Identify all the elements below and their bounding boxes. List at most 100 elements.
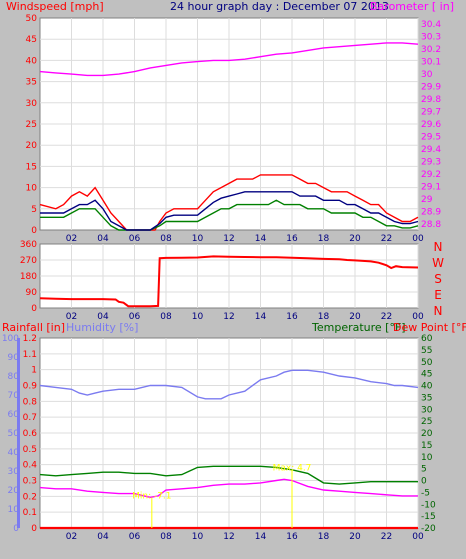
rain-left-y-tick: 0.7 [23, 413, 37, 423]
wind-left-y-tick: 50 [26, 14, 38, 24]
temp-right-y-tick: 60 [421, 334, 433, 344]
temp-right-y-tick: 50 [421, 358, 433, 368]
baro-right-y-tick: 30 [421, 70, 433, 80]
direction-series-line-0 [39, 255, 419, 308]
direction-x-tick: 20 [349, 312, 361, 322]
compass-label: S [434, 272, 442, 286]
wind-x-tick: 22 [381, 234, 392, 244]
direction-x-tick: 06 [129, 312, 141, 322]
humidity-left-y-tick: 20 [8, 486, 20, 496]
baro-right-y-tick: 29.3 [421, 157, 441, 167]
temp-right-y-tick: 10 [421, 453, 433, 463]
wind-series-line-1 [40, 199, 419, 231]
wind-x-tick: 10 [192, 234, 204, 244]
wind-left-y-tick: 0 [31, 226, 37, 236]
rain-left-y-tick: 0.2 [23, 492, 37, 502]
temp-right-y-tick: -5 [421, 488, 430, 498]
rain-left-y-tick: 0.1 [23, 508, 37, 518]
baro-right-y-tick: 30.1 [421, 58, 441, 68]
humidity-axis-label: Humidity [%] [66, 321, 138, 334]
wind-x-tick: 20 [349, 234, 361, 244]
baro-right-y-tick: 30.3 [421, 33, 441, 43]
wind-series-line-0 [39, 174, 419, 231]
direction-left-y-tick: 90 [26, 288, 38, 298]
dew-point-axis-label: Dew Point [°F] [393, 321, 466, 334]
temp-x-tick: 08 [160, 532, 172, 542]
direction-x-tick: 02 [66, 312, 77, 322]
direction-x-tick: 14 [255, 312, 267, 322]
direction-left-y-tick: 180 [20, 272, 37, 282]
wind-left-y-tick: 15 [26, 162, 37, 172]
chart-layer: 02 04 06 08 10 12 14 16 18 20 22 000510152025303540… [2, 14, 444, 542]
compass-label: N [434, 240, 443, 254]
temp-right-y-tick: 45 [421, 370, 432, 380]
wind-x-tick: 06 [129, 234, 141, 244]
wind-x-tick: 04 [97, 234, 109, 244]
wind-series-line-3 [39, 42, 419, 77]
chart-title: 24 hour graph day : December 07 2013 [170, 0, 389, 13]
rain-left-y-tick: 1 [31, 366, 37, 376]
temp-x-tick: 18 [318, 532, 330, 542]
temp-x-tick: 02 [66, 532, 77, 542]
direction-left-y-tick: 0 [31, 304, 37, 314]
temp-right-y-tick: 35 [421, 393, 432, 403]
rain-left-y-tick: 1.2 [23, 334, 37, 344]
humidity-left-y-tick: 0 [13, 524, 19, 534]
wind-x-tick: 12 [223, 234, 234, 244]
compass-label: E [434, 288, 442, 302]
temp-right-y-tick: 55 [421, 346, 432, 356]
temp-right-y-tick: 30 [421, 405, 433, 415]
direction-x-tick: 16 [286, 312, 298, 322]
temp-right-y-tick: -20 [421, 524, 436, 534]
temp-x-tick: 06 [129, 532, 141, 542]
baro-right-y-tick: 29.1 [421, 182, 441, 192]
temp-x-tick: 10 [192, 532, 204, 542]
wind-x-tick: 02 [66, 234, 77, 244]
temp-x-tick: 14 [255, 532, 267, 542]
temp-right-y-tick: 25 [421, 417, 432, 427]
wind-x-tick: 14 [255, 234, 267, 244]
humidity-left-y-tick: 50 [8, 429, 20, 439]
temp-right-y-tick: 40 [421, 382, 433, 392]
barometer-axis-label: Barometer [ in] [370, 0, 454, 13]
temp-series-line-0 [39, 369, 419, 400]
rain-left-y-tick: 0.8 [23, 397, 38, 407]
compass-label: N [434, 304, 443, 318]
temp-x-tick: 12 [223, 532, 234, 542]
humidity-axis-bar [17, 338, 20, 528]
wind-left-y-tick: 35 [26, 78, 37, 88]
rain-left-y-tick: 1.1 [23, 350, 37, 360]
rain-left-y-tick: 0.9 [23, 382, 38, 392]
direction-x-tick: 12 [223, 312, 234, 322]
temp-x-tick: 16 [286, 532, 298, 542]
baro-right-y-tick: 29.8 [421, 95, 441, 105]
temp-right-y-tick: -15 [421, 512, 436, 522]
temp-right-y-tick: 0 [421, 477, 427, 487]
baro-right-y-tick: 29.5 [421, 132, 441, 142]
wind-x-tick: 16 [286, 234, 298, 244]
baro-right-y-tick: 28.8 [421, 220, 441, 230]
humidity-left-y-tick: 100 [2, 334, 19, 344]
temp-right-y-tick: 20 [421, 429, 433, 439]
temperature-axis-label: Temperature [°F] [311, 321, 406, 334]
rain-left-y-tick: 0.4 [23, 461, 38, 471]
humidity-left-y-tick: 60 [8, 410, 20, 420]
baro-right-y-tick: 29.4 [421, 145, 441, 155]
direction-x-tick: 00 [412, 312, 424, 322]
direction-x-tick: 18 [318, 312, 330, 322]
extreme-marker-label: Max: 4.7 [273, 463, 312, 473]
direction-x-tick: 10 [192, 312, 204, 322]
baro-right-y-tick: 29.9 [421, 83, 441, 93]
wind-left-y-tick: 25 [26, 120, 37, 130]
baro-right-y-tick: 29.7 [421, 108, 441, 118]
wind-left-y-tick: 40 [26, 56, 38, 66]
temp-right-y-tick: -10 [421, 500, 436, 510]
temp-series-line-1 [39, 465, 418, 485]
wind-x-tick: 08 [160, 234, 172, 244]
rain-left-y-tick: 0 [31, 524, 37, 534]
humidity-left-y-tick: 80 [8, 372, 20, 382]
direction-left-y-tick: 270 [20, 256, 37, 266]
temp-series-line-2 [39, 478, 418, 499]
